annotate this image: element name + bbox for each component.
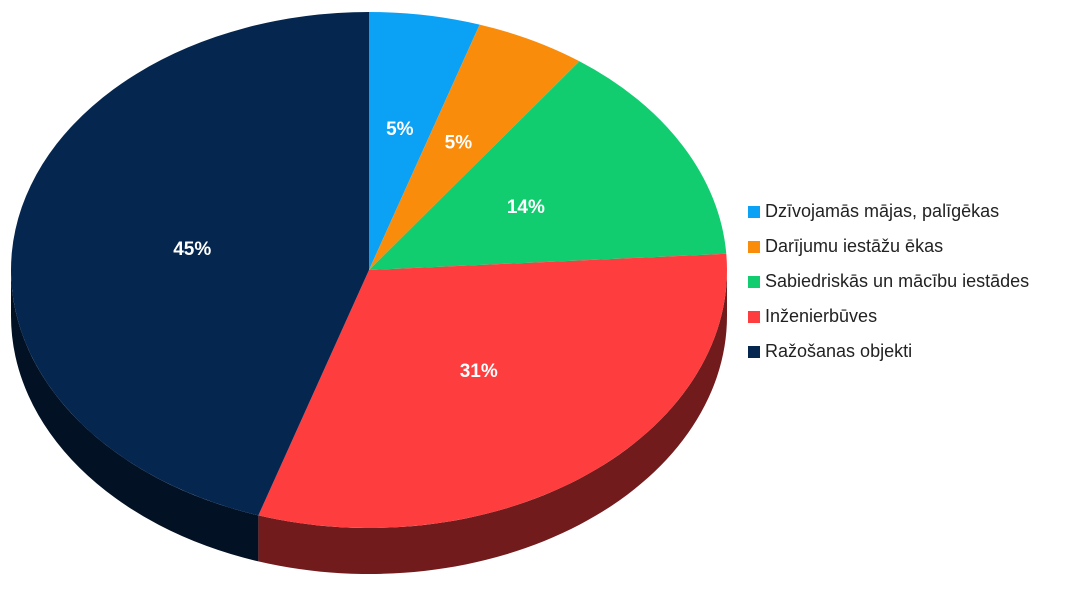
slice [369, 24, 580, 271]
slice [369, 61, 727, 270]
slice [258, 253, 727, 528]
slice-side [11, 270, 259, 562]
legend-label: Ražošanas objekti [765, 341, 912, 361]
slice [11, 12, 369, 516]
slice-side [258, 270, 727, 574]
legend-swatch [748, 311, 760, 323]
legend-label: Sabiedriskās un mācību iestādes [765, 271, 1029, 291]
legend-swatch [748, 346, 760, 358]
legend-swatch [748, 276, 760, 288]
legend-label: Inženierbūves [765, 306, 877, 326]
legend-swatch [748, 241, 760, 253]
data-label: 5% [445, 133, 473, 154]
data-label: 31% [460, 361, 498, 382]
legend-swatch [748, 206, 760, 218]
data-label: 45% [173, 239, 211, 260]
data-label: 14% [507, 197, 545, 218]
legend-label: Darījumu iestāžu ēkas [765, 236, 943, 256]
data-label: 5% [386, 119, 414, 140]
legend-label: Dzīvojamās mājas, palīgēkas [765, 201, 999, 221]
slice [369, 12, 480, 270]
